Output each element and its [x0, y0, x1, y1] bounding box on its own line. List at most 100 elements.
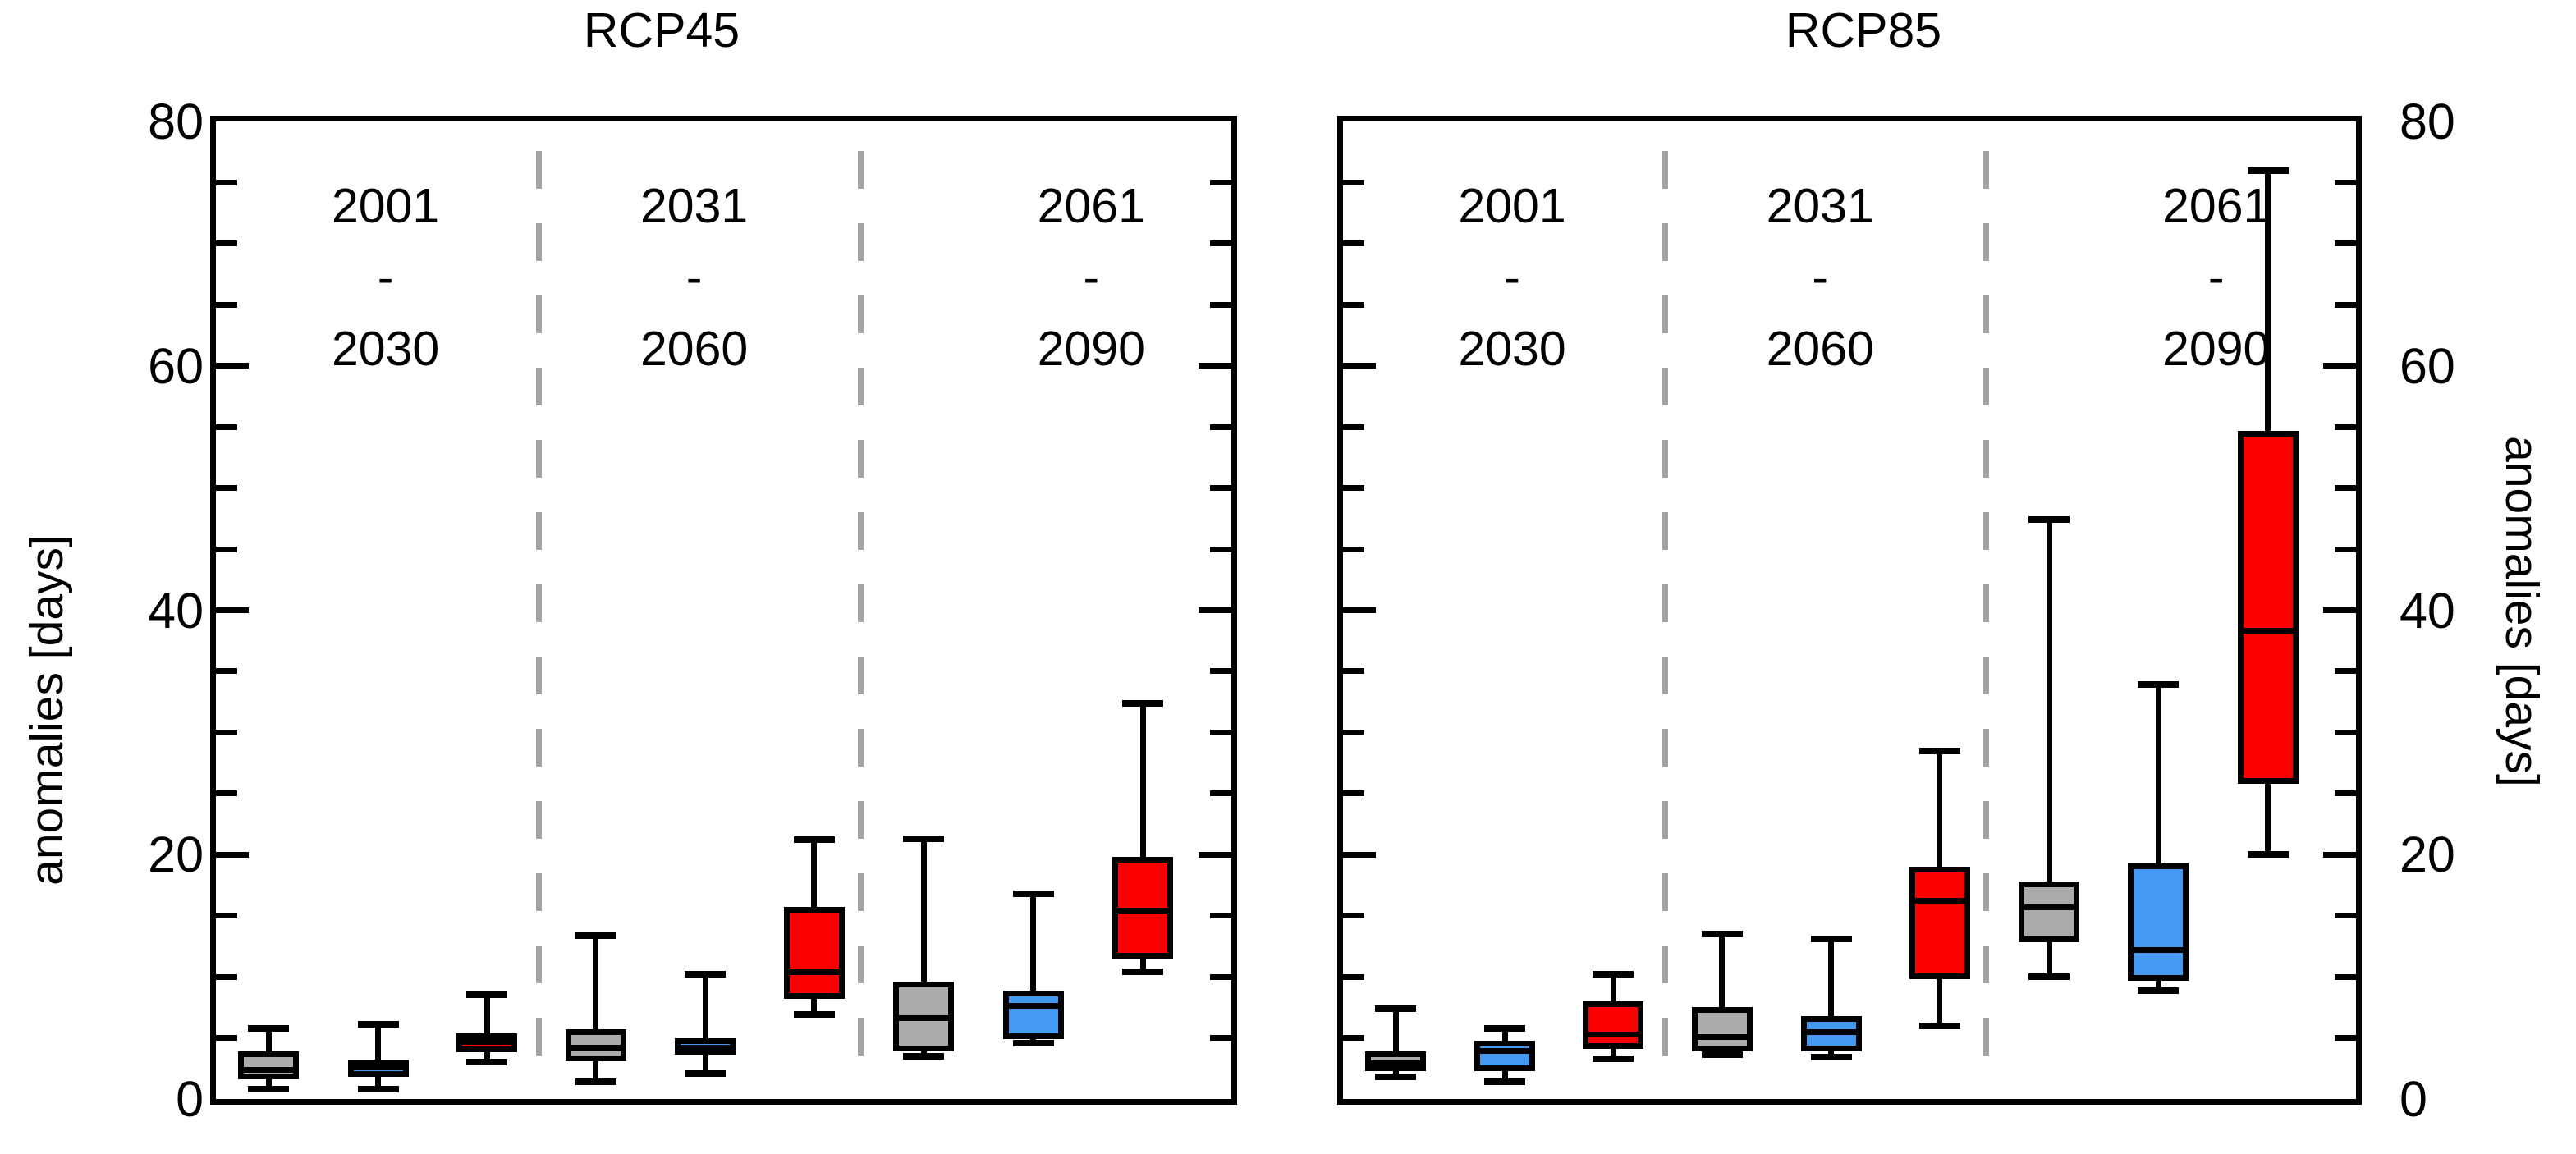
y-axis-tick-major [1199, 607, 1231, 613]
whisker-cap-bottom-blue [1484, 1078, 1526, 1086]
median-line-red [2237, 628, 2299, 634]
whisker-cap-bottom-gray [903, 1052, 945, 1060]
whisker-cap-bottom-red [1918, 1022, 1960, 1029]
period-divider-dashed [1983, 151, 1990, 1083]
y-axis-tick-major [1343, 607, 1376, 613]
y-axis-tick-minor [1343, 729, 1364, 735]
whisker-cap-bottom-gray [248, 1086, 290, 1093]
whisker-shaft-blue [2155, 685, 2161, 991]
period-label-line: 2090 [2162, 322, 2271, 376]
whisker-shaft-gray [593, 935, 599, 1083]
box-blue [2128, 863, 2189, 981]
whisker-cap-bottom-gray [1701, 1051, 1743, 1059]
y-axis-tick-minor [1210, 240, 1231, 247]
y-axis-tick-minor [1343, 301, 1364, 308]
y-axis-tick-minor [2335, 973, 2356, 980]
box-blue [1474, 1040, 1536, 1071]
box-red [2237, 430, 2299, 784]
y-axis-tick-minor [1343, 485, 1364, 492]
whisker-cap-top-red [793, 836, 835, 844]
median-line-blue [347, 1064, 409, 1070]
y-axis-tick-minor [1343, 668, 1364, 675]
median-line-red [1909, 898, 1970, 904]
period-divider-dashed [857, 151, 864, 1083]
period-label-line: 2060 [639, 322, 749, 376]
period-label-line: 2001 [1458, 179, 1566, 233]
y-axis-tick-major [216, 363, 249, 369]
whisker-cap-top-red [1918, 747, 1960, 754]
period-label-line: 2030 [1458, 322, 1566, 376]
y-axis-tick-minor [216, 1035, 237, 1042]
period-label-line: 2031 [1766, 179, 1874, 233]
period-label: 2031 - 2060 [1689, 171, 1951, 385]
whisker-cap-bottom-red [2247, 851, 2289, 859]
y-axis-tick-minor [1210, 913, 1231, 919]
period-label-line: - [1812, 250, 1829, 305]
period-label-line: - [377, 250, 394, 305]
median-line-gray [238, 1066, 300, 1073]
y-axis-tick-minor [1343, 790, 1364, 797]
whisker-cap-bottom-blue [685, 1069, 727, 1077]
whisker-shaft-blue [1828, 938, 1835, 1058]
y-axis-tick-minor [2335, 179, 2356, 185]
period-label: 2001 - 2030 [1381, 171, 1643, 385]
y-axis-tick-minor [2335, 668, 2356, 675]
box-red [783, 907, 845, 999]
period-divider-dashed [535, 151, 542, 1083]
whisker-shaft-blue [375, 1024, 382, 1090]
whisker-cap-bottom-red [1593, 1055, 1634, 1062]
box-gray [1691, 1007, 1753, 1051]
y-axis-tick-minor [216, 729, 237, 735]
y-axis-tick-minor [216, 424, 237, 430]
whisker-shaft-blue [702, 974, 708, 1074]
y-axis-tick-major [1343, 851, 1376, 858]
period-label-line: - [2207, 250, 2225, 305]
y-axis-tick-minor [216, 546, 237, 552]
y-axis-tick-minor [1210, 301, 1231, 308]
whisker-cap-top-blue [685, 971, 727, 978]
y-axis-tick-minor [216, 240, 237, 247]
y-axis-tick-minor [216, 301, 237, 308]
median-line-blue [2128, 946, 2189, 953]
whisker-cap-bottom-gray [2028, 973, 2070, 981]
y-axis-tick-major [2323, 363, 2356, 369]
box-red [1909, 867, 1970, 980]
period-label-line: - [1083, 250, 1100, 305]
whisker-shaft-gray [1719, 934, 1726, 1056]
whisker-cap-bottom-gray [575, 1078, 616, 1086]
whisker-cap-top-red [1122, 699, 1164, 707]
y-axis-tick-minor [1210, 973, 1231, 980]
y-axis-tick-label: 80 [2400, 94, 2455, 149]
median-line-blue [675, 1044, 736, 1051]
y-axis-tick-label: 20 [2400, 827, 2455, 883]
median-line-red [1112, 908, 1174, 914]
median-line-gray [893, 1015, 955, 1022]
y-axis-tick-label: 20 [148, 827, 204, 883]
whisker-cap-bottom-red [1122, 969, 1164, 976]
whisker-cap-top-red [1593, 971, 1634, 978]
panel-rcp45: 2001 - 2030 2031 - 2060 2061 - 2090 [210, 116, 1237, 1105]
whisker-cap-top-gray [575, 932, 616, 939]
y-axis-tick-minor [1210, 1035, 1231, 1042]
period-label-line: 2031 [639, 179, 749, 233]
y-axis-tick-major [1199, 363, 1231, 369]
box-blue [1002, 990, 1064, 1040]
y-axis-tick-minor [216, 179, 237, 185]
whisker-cap-bottom-blue [1810, 1054, 1852, 1061]
y-axis-tick-minor [216, 485, 237, 492]
y-axis-tick-minor [2335, 485, 2356, 492]
period-label-line: - [1504, 250, 1520, 305]
whisker-cap-top-blue [2138, 681, 2180, 689]
whisker-cap-top-gray [1701, 931, 1743, 938]
whisker-cap-top-gray [1375, 1005, 1417, 1012]
whisker-cap-top-red [2247, 167, 2289, 174]
box-red [1583, 1001, 1644, 1049]
y-axis-tick-minor [1210, 668, 1231, 675]
y-axis-tick-major [216, 607, 249, 613]
y-axis-tick-label: 0 [2400, 1071, 2427, 1127]
plot-area-rcp85: 2001 - 2030 2031 - 2060 2061 - 2090 [1343, 121, 2356, 1099]
y-axis-tick-minor [1343, 179, 1364, 185]
y-axis-tick-minor [1343, 1035, 1364, 1042]
y-axis-tick-label: 60 [2400, 337, 2455, 394]
y-axis-tick-minor [1210, 729, 1231, 735]
